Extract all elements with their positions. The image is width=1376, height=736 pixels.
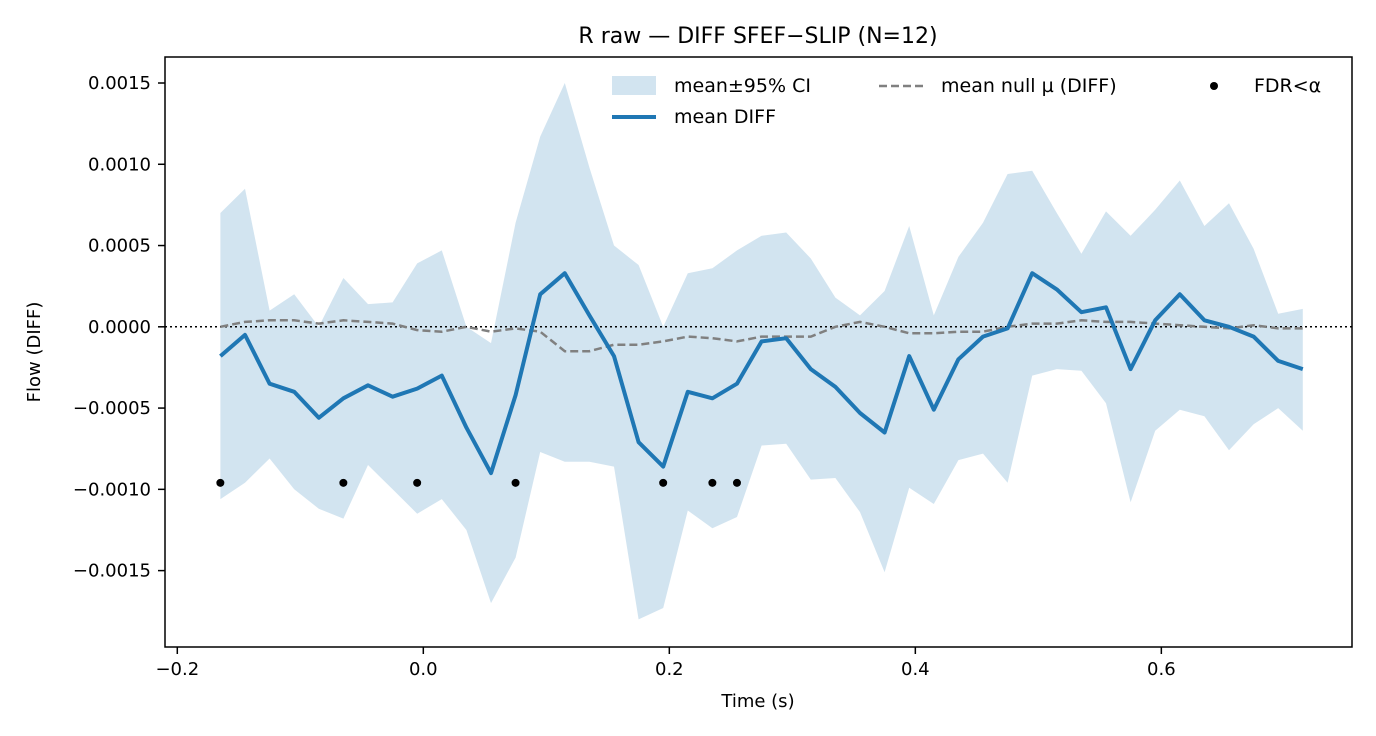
y-tick-label: 0.0015 [88,73,151,94]
y-axis-label: Flow (DIFF) [24,302,45,403]
legend-mean-label: mean DIFF [674,106,776,128]
legend-null-label: mean null µ (DIFF) [941,75,1117,97]
plot-area [165,83,1352,620]
significance-marker [708,478,717,487]
chart-title: R raw — DIFF SFEF−SLIP (N=12) [578,24,937,49]
y-tick-label: 0.0005 [88,236,151,257]
significance-marker [216,478,225,487]
ci-band [220,83,1303,620]
y-tick-label: −0.0010 [73,479,151,500]
axes: −0.2 0.0 0.2 0.4 0.6 0.0015 0.0010 0.0005 0.0000… [73,73,1176,680]
legend-sig-label: FDR<α [1254,75,1321,97]
significance-marker [339,478,348,487]
significance-marker [659,478,668,487]
y-tick-label: 0.0000 [88,317,151,338]
mean-diff-line [219,271,1304,476]
x-tick-label: 0.0 [409,659,438,680]
legend: mean±95% CI mean DIFF mean null µ (DIFF)… [612,75,1321,128]
plot-frame [164,56,1353,648]
x-tick-label: 0.2 [655,659,684,680]
x-axis-label: Time (s) [720,691,794,712]
significance-marker [732,478,741,487]
significance-marker [413,478,422,487]
legend-sig-swatch [1210,82,1218,90]
x-tick-label: −0.2 [155,659,199,680]
x-tick-label: 0.6 [1147,659,1176,680]
null-mean-line [220,319,1303,353]
significance-marker [511,478,520,487]
x-tick-label: 0.4 [901,659,930,680]
legend-ci-swatch [612,76,656,95]
y-tick-label: 0.0010 [88,154,151,175]
y-tick-label: −0.0005 [73,398,151,419]
legend-ci-label: mean±95% CI [674,75,811,97]
y-tick-label: −0.0015 [73,561,151,582]
